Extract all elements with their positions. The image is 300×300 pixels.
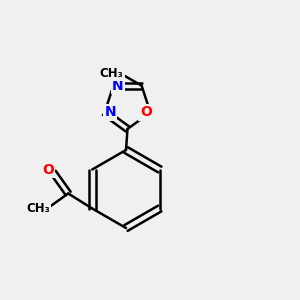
Text: CH₃: CH₃	[100, 67, 124, 80]
Text: O: O	[140, 105, 152, 119]
Text: N: N	[112, 79, 124, 93]
Text: CH₃: CH₃	[26, 202, 50, 215]
Text: O: O	[42, 163, 54, 176]
Text: N: N	[104, 105, 116, 119]
